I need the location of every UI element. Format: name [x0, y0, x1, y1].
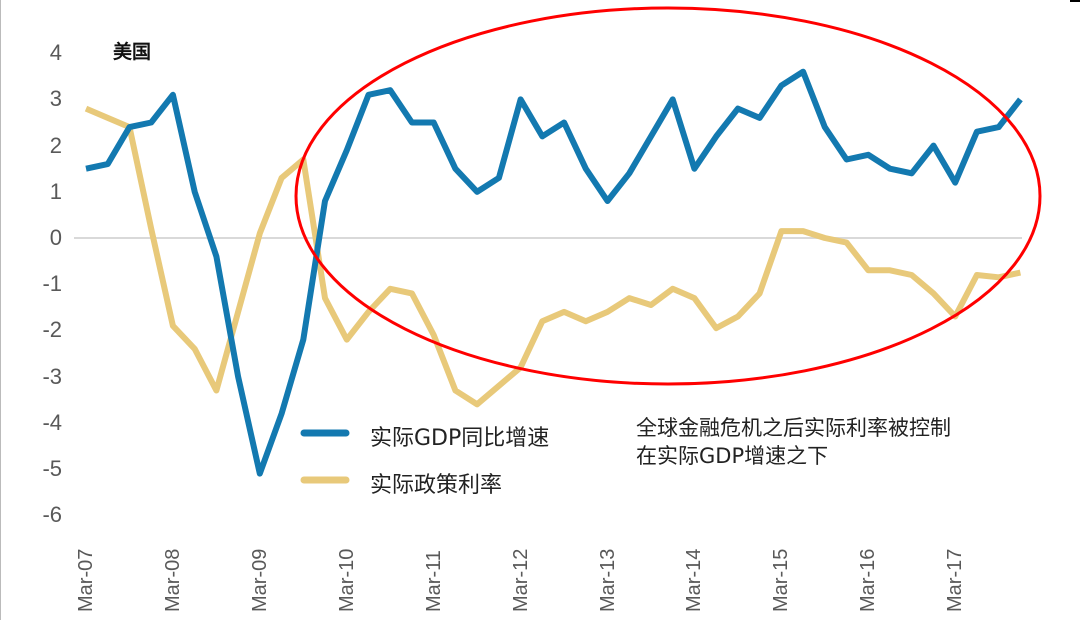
x-tick-label: Mar-11 [422, 550, 445, 612]
x-tick-label: Mar-16 [857, 548, 880, 612]
series-gdp-line [85, 68, 1023, 477]
y-tick-label: -2 [42, 317, 62, 343]
y-tick-label: 1 [49, 178, 62, 204]
legend-item-rate: 实际政策利率 [370, 467, 502, 499]
y-tick-label: -6 [42, 502, 62, 528]
y-tick-label: -1 [42, 271, 62, 297]
x-tick-label: Mar-12 [509, 548, 532, 612]
y-tick-label: -4 [42, 409, 62, 435]
x-tick-label: Mar-14 [683, 548, 706, 612]
annotation-line-1: 全球金融危机之后实际利率被控制 [636, 416, 951, 440]
x-tick-label: Mar-13 [596, 548, 619, 612]
annotation-line-2: 在实际GDP增速之下 [636, 444, 829, 468]
annotation-text: 全球金融危机之后实际利率被控制 在实际GDP增速之下 [636, 414, 951, 470]
corner-mark [1070, 0, 1080, 2]
x-tick-label: Mar-17 [944, 548, 967, 612]
series-rate-line [84, 105, 1022, 408]
x-tick-label: Mar-08 [161, 548, 184, 612]
chart-title: 美国 [113, 41, 152, 63]
y-tick-label: 4 [49, 40, 62, 66]
legend-label-gdp: 实际GDP同比增速 [370, 426, 550, 451]
legend-item-gdp: 实际GDP同比增速 [370, 420, 549, 452]
y-tick-label: 0 [49, 225, 62, 250]
x-tick-label: Mar-15 [770, 548, 793, 612]
series-layer [84, 68, 1023, 477]
y-tick-label: -5 [42, 456, 62, 481]
y-tick-label: 2 [49, 132, 62, 158]
y-tick-label: -3 [42, 363, 62, 389]
x-tick-label: Mar-09 [248, 548, 271, 612]
x-tick-label: Mar-10 [335, 548, 358, 612]
legend-label-rate: 实际政策利率 [370, 473, 503, 498]
x-tick-label: Mar-07 [75, 548, 97, 612]
frame-border [0, 0, 1, 620]
highlight-ellipse [294, 6, 1042, 386]
y-tick-label: 3 [49, 86, 62, 112]
